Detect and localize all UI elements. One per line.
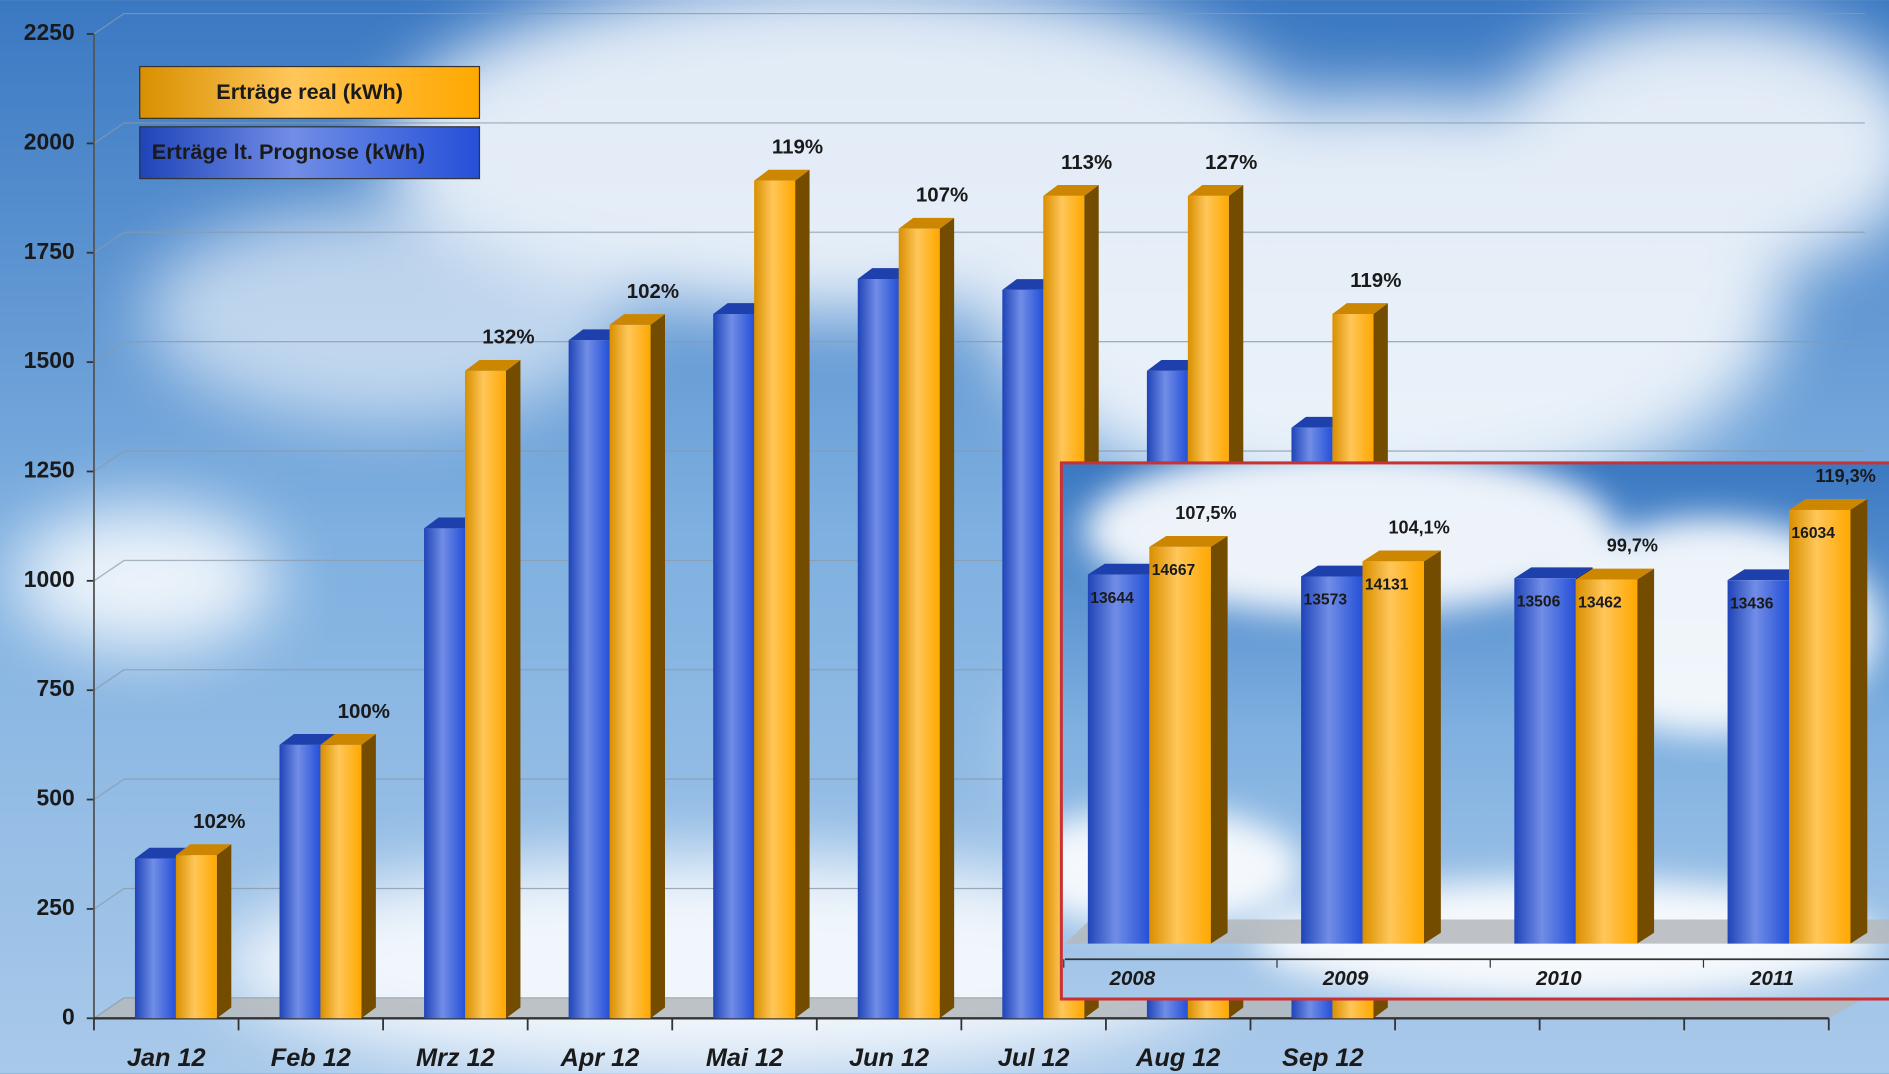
bar xyxy=(569,340,610,1018)
bar-side xyxy=(506,360,520,1018)
bar xyxy=(1363,561,1424,943)
bar-side xyxy=(1424,551,1441,944)
x-tick-label: Mai 12 xyxy=(706,1044,783,1072)
value-label: 13573 xyxy=(1304,592,1348,609)
annotation: 102% xyxy=(193,810,245,833)
bar xyxy=(1576,579,1637,943)
annotation: 119,3% xyxy=(1815,466,1875,486)
value-label: 13462 xyxy=(1578,595,1622,612)
annotation: 99,7% xyxy=(1607,536,1658,556)
inset-chart: 2008 13644 14667 107,5% 2009 13573 14131 104,1%… xyxy=(1012,446,1889,1000)
bar xyxy=(279,745,320,1018)
bar-side xyxy=(1637,569,1654,944)
bar-side xyxy=(940,218,954,1018)
bar xyxy=(1088,575,1149,944)
x-tick-label: Jan 12 xyxy=(127,1044,206,1072)
bar xyxy=(1002,290,1043,1018)
annotation: 132% xyxy=(482,326,534,349)
annotation: 104,1% xyxy=(1389,518,1450,538)
value-label: 13644 xyxy=(1090,590,1134,607)
x-tick-label: 2011 xyxy=(1749,967,1794,990)
bar xyxy=(1514,578,1575,943)
bar xyxy=(1728,580,1789,943)
x-tick-label: Aug 12 xyxy=(1135,1044,1220,1072)
bar xyxy=(1789,510,1850,944)
bar-side xyxy=(217,844,231,1018)
x-tick-label: Mrz 12 xyxy=(416,1044,495,1072)
annotation: 107,5% xyxy=(1175,503,1236,523)
bar-side xyxy=(795,170,809,1019)
x-tick-label: Sep 12 xyxy=(1282,1044,1364,1072)
value-label: 16034 xyxy=(1791,525,1835,542)
legend-entry: Erträge lt. Prognose (kWh) xyxy=(140,127,480,179)
x-tick-label: Apr 12 xyxy=(560,1044,640,1072)
legend-entry: Erträge real (kWh) xyxy=(140,67,480,119)
bar-side xyxy=(1211,536,1228,944)
y-tick-label: 1250 xyxy=(24,457,75,483)
x-tick-label: Jul 12 xyxy=(998,1044,1070,1072)
y-tick-label: 750 xyxy=(37,675,75,701)
value-label: 13506 xyxy=(1517,594,1561,611)
annotation: 100% xyxy=(338,700,390,723)
annotation: 102% xyxy=(627,280,679,303)
bar-side xyxy=(651,314,665,1018)
bar xyxy=(1301,576,1362,943)
y-tick-label: 2250 xyxy=(24,19,75,45)
bar xyxy=(465,371,506,1018)
annotation: 127% xyxy=(1205,151,1257,174)
value-label: 14131 xyxy=(1365,577,1409,594)
x-tick-label: 2008 xyxy=(1109,967,1156,990)
y-tick-label: 1000 xyxy=(24,566,75,592)
y-tick-label: 500 xyxy=(37,785,75,811)
bar-side xyxy=(361,734,375,1018)
legend-label: Erträge real (kWh) xyxy=(216,79,403,104)
x-tick-label: Jun 12 xyxy=(849,1044,929,1072)
annotation: 107% xyxy=(916,184,968,207)
legend-label: Erträge lt. Prognose (kWh) xyxy=(152,139,425,164)
bar xyxy=(135,859,176,1019)
bar xyxy=(176,855,217,1018)
x-tick-label: Feb 12 xyxy=(271,1044,351,1072)
annotation: 113% xyxy=(1061,151,1112,174)
chart: 0 250 500 750 1000 1250 1500 1750 2000 2250 Jan 12… xyxy=(0,0,1889,1074)
bar xyxy=(424,528,465,1018)
bar-side xyxy=(1850,499,1867,944)
y-tick-label: 250 xyxy=(37,894,75,920)
y-tick-label: 2000 xyxy=(24,128,75,154)
bar xyxy=(713,314,754,1018)
y-tick-label: 0 xyxy=(62,1003,75,1029)
x-tick-label: 2009 xyxy=(1322,967,1369,990)
bar xyxy=(754,181,795,1019)
page: 0 250 500 750 1000 1250 1500 1750 2000 2250 Jan 12… xyxy=(0,0,1889,1074)
bar xyxy=(899,229,940,1019)
bar xyxy=(858,279,899,1018)
y-tick-label: 1500 xyxy=(24,347,75,373)
y-tick-label: 1750 xyxy=(24,238,75,264)
value-label: 14667 xyxy=(1152,562,1196,579)
bar xyxy=(320,745,361,1018)
x-tick-label: 2010 xyxy=(1535,967,1582,990)
annotation: 119% xyxy=(1350,269,1401,292)
bar xyxy=(1149,547,1210,944)
bar xyxy=(610,325,651,1018)
value-label: 13436 xyxy=(1730,595,1774,612)
annotation: 119% xyxy=(772,135,823,158)
